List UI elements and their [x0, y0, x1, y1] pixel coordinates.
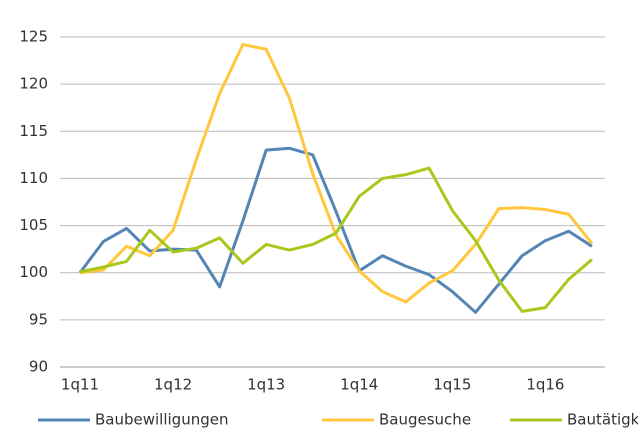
x-tick-label: 1q14	[340, 376, 378, 394]
line-series	[78, 146, 593, 314]
legend-label: Baubewilligungen	[95, 411, 228, 429]
y-tick-label: 120	[19, 75, 48, 93]
legend-label: Baugesuche	[379, 411, 471, 429]
legend-label: Bautätigkeit	[567, 411, 638, 429]
y-tick-label: 105	[19, 216, 48, 234]
y-tick-label: 115	[19, 122, 48, 140]
y-tick-label: 110	[19, 169, 48, 187]
x-tick-label: 1q11	[61, 376, 99, 394]
y-tick-label: 90	[29, 358, 48, 376]
line-series	[79, 166, 593, 313]
y-tick-label: 125	[19, 28, 48, 46]
y-tick-label: 95	[29, 310, 48, 328]
x-tick-label: 1q15	[433, 376, 471, 394]
line-series	[79, 43, 594, 304]
y-tick-label: 100	[19, 263, 48, 281]
x-tick-label: 1q13	[247, 376, 285, 394]
x-tick-label: 1q16	[526, 376, 564, 394]
x-tick-label: 1q12	[154, 376, 192, 394]
